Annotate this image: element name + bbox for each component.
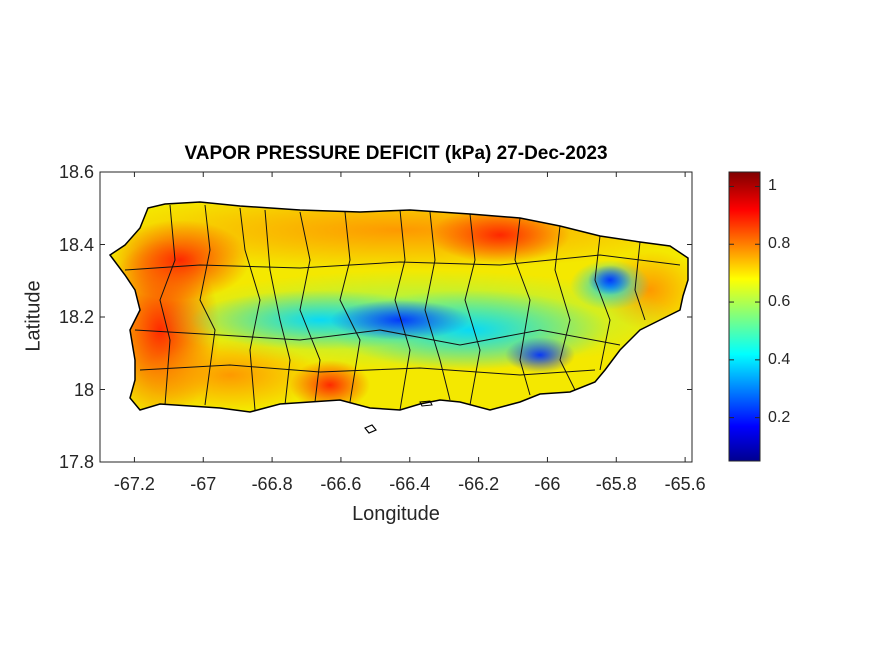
colorbar-tick-label: 0.8 <box>768 235 791 253</box>
y-tick-label: 18.6 <box>58 162 94 182</box>
x-tick-label: -66.4 <box>389 474 431 494</box>
island-caja-de-muertos <box>364 424 377 434</box>
x-tick-label: -66.8 <box>251 474 293 494</box>
x-tick-label: -66.6 <box>320 474 362 494</box>
x-tick-label: -66.2 <box>458 474 500 494</box>
cay <box>419 400 433 407</box>
x-tick-label: -67.2 <box>113 474 155 494</box>
x-tick-label: -65.6 <box>664 474 706 494</box>
y-tick-label: 18.4 <box>58 234 94 255</box>
y-tick-label: 17.8 <box>58 452 94 472</box>
axis-ticks <box>100 171 692 463</box>
colorbar-tick-label: 0.4 <box>768 350 791 368</box>
x-tick-label: -65.8 <box>595 474 637 494</box>
x-tick-label: -66 <box>534 474 561 494</box>
colorbar-tick-label: 0.2 <box>768 408 791 426</box>
x-axis-label: Longitude <box>352 503 440 525</box>
municipality-boundaries <box>124 204 681 411</box>
colorbar-tick-label: 1 <box>768 177 777 195</box>
chart-title: VAPOR PRESSURE DEFICIT (kPa) 27-Dec-2023 <box>184 143 608 164</box>
colorbar-tick-label: 0.6 <box>768 293 791 311</box>
colorbar-ticks <box>729 185 760 419</box>
y-tick-label: 18.2 <box>58 307 94 327</box>
x-tick-label: -67 <box>190 474 217 494</box>
y-tick-label: 18 <box>73 379 94 400</box>
colorbar <box>728 171 761 462</box>
